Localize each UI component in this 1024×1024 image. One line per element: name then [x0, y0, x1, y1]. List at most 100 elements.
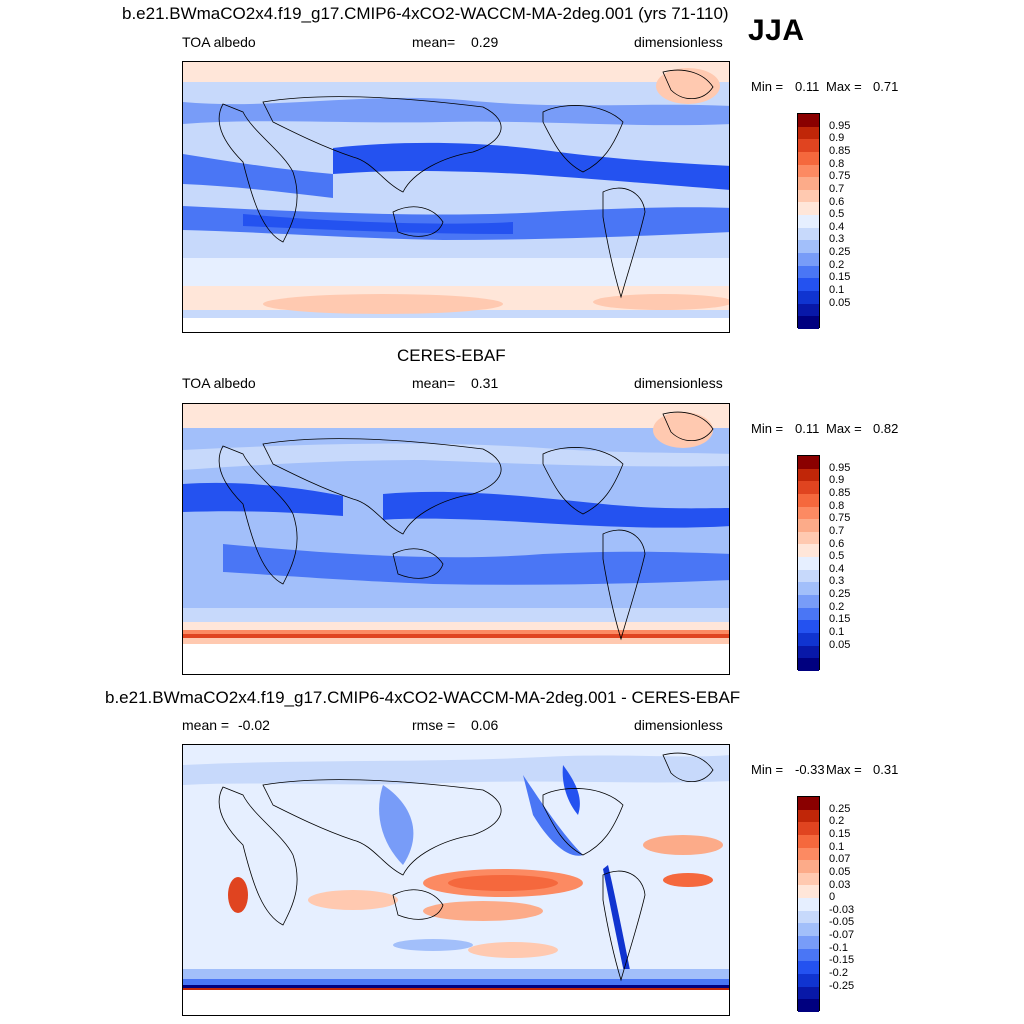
panel-diff-mean-label: mean = [182, 717, 230, 733]
colorbar-swatch [798, 468, 819, 482]
colorbar-tick-label: 0.15 [829, 613, 851, 626]
colorbar-swatch [798, 607, 819, 621]
colorbar-tick-label: 0.95 [829, 119, 851, 132]
colorbar-tick-label: 0.6 [829, 537, 845, 550]
colorbar-tick-label: 0.1 [829, 284, 845, 297]
panel-model-max-label: Max = [826, 79, 862, 94]
colorbar-swatch [798, 519, 819, 532]
panel-model-map [182, 61, 730, 333]
colorbar-tick-label: 0.2 [829, 600, 845, 613]
panel-diff-rmse-value: 0.06 [471, 717, 499, 733]
colorbar-tick-label: 0.05 [829, 865, 851, 878]
panel-diff-mean-value: -0.02 [238, 717, 270, 733]
panel-diff-rmse-label: rmse = [412, 717, 456, 733]
colorbar-tick-label: 0.7 [829, 182, 845, 195]
colorbar-tick-label: 0.07 [829, 853, 851, 866]
colorbar-swatch [798, 620, 819, 633]
panel-obs-max-value: 0.82 [873, 421, 899, 436]
colorbar-swatch [798, 557, 819, 570]
panel-diff-max-label: Max = [826, 762, 862, 777]
colorbar-swatch [798, 834, 819, 848]
colorbar-tick-label: 0.7 [829, 524, 845, 537]
colorbar-swatch [798, 582, 819, 596]
panel-obs-title: CERES-EBAF [397, 346, 506, 365]
colorbar-swatch [798, 923, 819, 937]
colorbar-swatch [798, 809, 819, 823]
panel-model-variable-label: TOA albedo [182, 34, 256, 50]
colorbar-tick-label: 0.15 [829, 271, 851, 284]
colorbar-swatch [798, 872, 819, 886]
colorbar-tick-label: 0.9 [829, 132, 845, 145]
panel-diff-map [182, 744, 730, 1016]
colorbar-tick-label: -0.15 [829, 954, 855, 967]
panel-diff-units: dimensionless [634, 717, 723, 733]
panel-model-min-label: Min = [751, 79, 784, 94]
panel-obs-variable-label: TOA albedo [182, 375, 256, 391]
colorbar-swatch [798, 278, 819, 291]
colorbar-tick-label: 0.9 [829, 474, 845, 487]
colorbar-tick-label: 0.25 [829, 802, 851, 815]
colorbar-swatch [798, 898, 819, 911]
colorbar-swatch [798, 493, 819, 507]
colorbar-swatch [798, 227, 819, 241]
colorbar-swatch [798, 885, 819, 899]
colorbar-tick-label: 0.75 [829, 170, 851, 183]
colorbar-tick-label: 0.03 [829, 878, 851, 891]
colorbar-swatch [798, 948, 819, 962]
colorbar-swatch [798, 999, 819, 1012]
panel-diff-min-value: -0.33 [795, 762, 825, 777]
panel-obs-min-value: 0.11 [795, 421, 820, 436]
colorbar-swatch [798, 847, 819, 861]
colorbar-tick-label: 0.05 [829, 638, 851, 651]
panel-diff-max-value: 0.31 [873, 762, 899, 777]
colorbar-swatch [798, 139, 819, 152]
colorbar-swatch [798, 531, 819, 545]
panel-obs-min-label: Min = [751, 421, 784, 436]
colorbar-tick-label: 0.15 [829, 827, 851, 840]
colorbar-tick-label: 0.4 [829, 220, 845, 233]
colorbar-swatch [798, 569, 819, 583]
colorbar-swatch [798, 961, 819, 974]
colorbar-swatch [798, 202, 819, 216]
colorbar-swatch [798, 189, 819, 203]
colorbar-tick-label: 0.1 [829, 626, 845, 639]
colorbar-tick-label: 0.4 [829, 562, 845, 575]
colorbar-tick-label: 0.25 [829, 588, 851, 601]
panel-model-title: b.e21.BWmaCO2x4.f19_g17.CMIP6-4xCO2-WACC… [122, 4, 729, 23]
panel-diff-colorbar [797, 796, 820, 1012]
colorbar-tick-label: 0.25 [829, 246, 851, 259]
colorbar-swatch [798, 240, 819, 254]
panel-diff-title: b.e21.BWmaCO2x4.f19_g17.CMIP6-4xCO2-WACC… [105, 688, 741, 707]
colorbar-swatch [798, 595, 819, 608]
colorbar-swatch [798, 544, 819, 558]
panel-model-max-value: 0.71 [873, 79, 899, 94]
colorbar-swatch [798, 253, 819, 266]
panel-diff-min-label: Min = [751, 762, 784, 777]
colorbar-swatch [798, 822, 819, 835]
colorbar-swatch [798, 936, 819, 949]
colorbar-tick-label: 0.8 [829, 499, 845, 512]
colorbar-tick-label: 0 [829, 891, 836, 904]
colorbar-tick-label: 0.75 [829, 512, 851, 525]
colorbar-swatch [798, 645, 819, 659]
colorbar-swatch [798, 797, 819, 810]
colorbar-tick-label: 0.95 [829, 461, 851, 474]
colorbar-swatch [798, 986, 819, 1000]
colorbar-tick-label: 0.2 [829, 258, 845, 271]
panel-model-colorbar [797, 113, 820, 329]
colorbar-swatch [798, 114, 819, 127]
colorbar-swatch [798, 658, 819, 671]
panel-obs-units: dimensionless [634, 375, 723, 391]
colorbar-swatch [798, 303, 819, 317]
colorbar-tick-label: 0.1 [829, 840, 845, 853]
colorbar-tick-label: -0.2 [829, 967, 848, 980]
colorbar-swatch [798, 177, 819, 190]
panel-obs-colorbar [797, 455, 820, 671]
colorbar-swatch [798, 265, 819, 279]
colorbar-tick-label: -0.1 [829, 941, 848, 954]
colorbar-tick-label: 0.6 [829, 195, 845, 208]
colorbar-swatch [798, 632, 819, 646]
panel-obs-max-label: Max = [826, 421, 862, 436]
panel-obs-mean-value: 0.31 [471, 375, 499, 391]
colorbar-tick-label: 0.3 [829, 575, 845, 588]
